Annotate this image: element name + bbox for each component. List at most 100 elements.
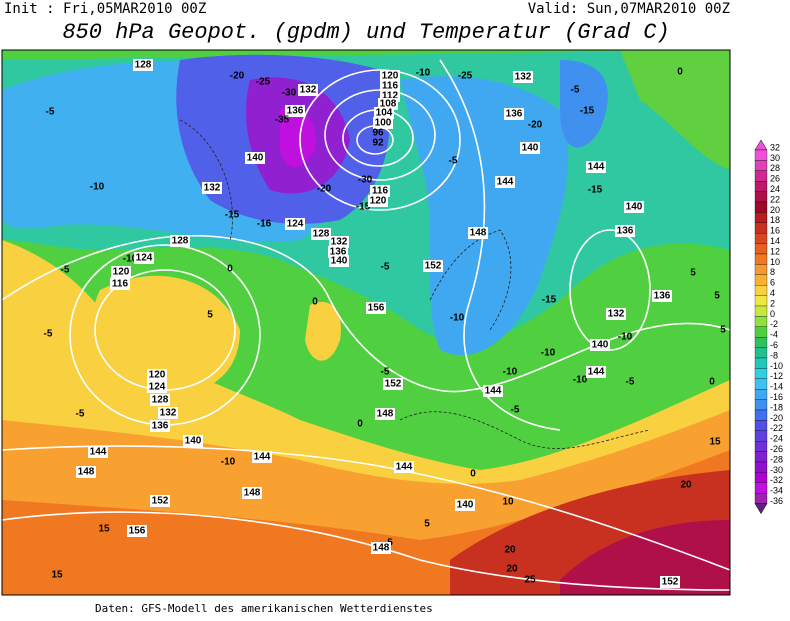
- contour-label: 124: [287, 219, 304, 230]
- contour-label: 124: [149, 382, 166, 393]
- contour-label: 132: [300, 85, 317, 96]
- contour-label: 0: [312, 297, 318, 308]
- label-box: [652, 290, 672, 302]
- colorbar-label: 24: [770, 184, 780, 194]
- contour-label: 140: [331, 256, 348, 267]
- colorbar-swatch: [754, 451, 768, 463]
- colorbar-label: -22: [770, 423, 783, 433]
- contour-label: 100: [375, 118, 392, 129]
- contour-label: 92: [372, 138, 384, 149]
- label-box: [483, 385, 503, 397]
- label-box: [394, 461, 414, 473]
- label-box: [370, 185, 390, 197]
- contour-label: 148: [470, 228, 487, 239]
- colorbar-swatch: [754, 274, 768, 286]
- contour-label: 0: [227, 264, 233, 275]
- colorbar-label: 16: [770, 226, 780, 236]
- contour-label: -10: [450, 313, 465, 324]
- label-box: [586, 161, 606, 173]
- label-box: [423, 260, 443, 272]
- colorbar-label: -12: [770, 371, 783, 381]
- label-box: [329, 236, 349, 248]
- label-box: [242, 487, 262, 499]
- contour-label: 136: [654, 291, 671, 302]
- contour-label: -10: [573, 375, 588, 386]
- contour-label: -5: [381, 367, 390, 378]
- label-box: [127, 525, 147, 537]
- contour-label: 144: [485, 386, 502, 397]
- colorbar-label: 14: [770, 236, 780, 246]
- contour-label: 5: [424, 519, 430, 530]
- colorbar-swatch: [754, 389, 768, 400]
- colorbar-label: -14: [770, 382, 783, 392]
- label-box: [586, 366, 606, 378]
- contour-label: -5: [511, 405, 520, 416]
- label-box: [375, 408, 395, 420]
- contour-label: 108: [380, 99, 397, 110]
- contour-label: 148: [244, 488, 261, 499]
- contour-label: -15: [588, 185, 603, 196]
- label-box: [147, 369, 167, 381]
- colorbar-swatch: [754, 170, 768, 182]
- contour-label: 128: [313, 229, 330, 240]
- contour-label: 144: [396, 462, 413, 473]
- colorbar-label: 6: [770, 278, 775, 288]
- contour-label: 136: [152, 421, 169, 432]
- colorbar-swatch: [754, 357, 768, 369]
- contour-label: -5: [76, 409, 85, 420]
- colorbar-label: 2: [770, 298, 775, 308]
- colorbar-swatch: [754, 378, 768, 390]
- colorbar-label: 8: [770, 267, 775, 277]
- label-box: [468, 227, 488, 239]
- contour-label: -5: [46, 107, 55, 118]
- contour-label: 140: [457, 500, 474, 511]
- contour-label: 112: [382, 91, 399, 102]
- colorbar-swatch: [754, 212, 768, 223]
- contour-label: -20: [230, 71, 245, 82]
- contour-label: 0: [677, 67, 683, 78]
- contour-label: -20: [317, 184, 332, 195]
- label-box: [285, 218, 305, 230]
- colorbar-swatch: [754, 201, 768, 213]
- colorbar-swatch: [754, 337, 768, 348]
- label-box: [245, 152, 265, 164]
- map-title: 850 hPa Geopot. (gpdm) und Temperatur (G…: [62, 20, 669, 45]
- colorbar-label: -20: [770, 413, 783, 423]
- label-box: [371, 542, 391, 554]
- contour-label: -5: [449, 156, 458, 167]
- contour-label: 136: [330, 247, 347, 258]
- colorbar-swatch: [754, 295, 768, 307]
- label-box: [606, 308, 626, 320]
- contour-label: -5: [61, 265, 70, 276]
- colorbar-swatch: [754, 368, 768, 379]
- contour-label: 120: [149, 370, 166, 381]
- label-box: [252, 451, 272, 463]
- label-box: [285, 105, 305, 117]
- colorbar-label: -32: [770, 475, 783, 485]
- contour-label: 140: [592, 340, 609, 351]
- colorbar-swatch: [754, 264, 768, 275]
- contour-label: 136: [506, 109, 523, 120]
- contour-label: 120: [382, 71, 399, 82]
- colorbar-swatch: [754, 285, 768, 296]
- contour-label: 116: [112, 279, 129, 290]
- label-box: [202, 182, 222, 194]
- contour-label: 104: [376, 108, 393, 119]
- contour-label: -5: [44, 329, 53, 340]
- label-box: [311, 228, 331, 240]
- colorbar-swatch: [754, 409, 768, 421]
- label-box: [329, 255, 349, 267]
- colorbar-swatch: [754, 399, 768, 411]
- contour-label: -20: [528, 120, 543, 131]
- label-box: [455, 499, 475, 511]
- label-box: [590, 339, 610, 351]
- map-frame: [1, 49, 731, 596]
- contour-label: -25: [458, 71, 473, 82]
- contour-label: 5: [720, 325, 726, 336]
- contour-label: -15: [580, 106, 595, 117]
- label-box: [298, 84, 318, 96]
- data-source: Daten: GFS-Modell des amerikanischen Wet…: [95, 602, 433, 615]
- colorbar-swatch: [754, 430, 768, 442]
- contour-label: 120: [113, 267, 130, 278]
- contour-label: 15: [51, 570, 63, 581]
